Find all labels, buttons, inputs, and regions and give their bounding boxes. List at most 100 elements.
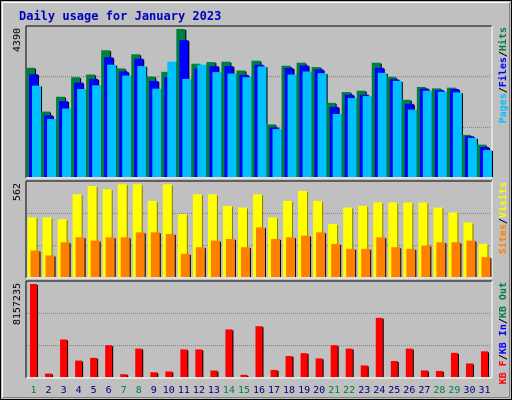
bar-sites-day-6	[105, 237, 115, 277]
x-tick-label-day-22: 22	[343, 385, 355, 396]
bar-kb-f-day-17	[270, 369, 278, 377]
bar-sites-day-5	[90, 240, 100, 277]
bar-visits-day-8	[132, 184, 142, 277]
x-tick-label-day-3: 3	[61, 385, 67, 396]
bar-visits-day-1	[27, 217, 37, 277]
x-tick-label-day-21: 21	[328, 385, 340, 396]
legend-item-kb-in: KB In	[498, 324, 509, 354]
x-tick-label-day-12: 12	[193, 385, 205, 396]
bar-sites-day-15	[240, 247, 250, 277]
x-tick-label-day-31: 31	[478, 385, 490, 396]
legend-item-kb-out: KB Out	[498, 282, 509, 318]
panel-kbytes-scale-max-label: 8157235	[12, 283, 23, 325]
bar-kb-f-day-1	[30, 284, 38, 377]
bar-kb-f-day-30	[465, 363, 473, 377]
bar-visits-day-5	[87, 185, 97, 277]
bar-visits-day-26	[403, 202, 413, 277]
bar-sites-day-21	[331, 243, 341, 277]
bar-visits-day-23	[358, 205, 368, 277]
bar-visits-day-15	[237, 207, 247, 277]
x-tick-label-day-29: 29	[448, 385, 460, 396]
bar-kb-f-day-18	[285, 356, 293, 377]
bar-sites-day-2	[45, 255, 55, 277]
bar-sites-day-4	[75, 237, 85, 277]
bar-visits-day-7	[117, 184, 127, 277]
legend-item-hits: Hits	[497, 27, 509, 51]
bar-visits-day-19	[298, 190, 308, 277]
bar-pages-day-7	[122, 75, 132, 177]
bar-visits-day-25	[388, 202, 398, 277]
x-tick-label-day-20: 20	[313, 385, 325, 396]
bar-pages-day-11	[182, 78, 192, 177]
bar-visits-day-12	[192, 194, 202, 277]
x-tick-label-day-1: 1	[31, 385, 37, 396]
x-tick-label-day-30: 30	[463, 385, 475, 396]
x-tick-label-day-19: 19	[298, 385, 310, 396]
bar-visits-day-10	[162, 184, 172, 277]
bar-sites-day-24	[376, 237, 386, 277]
bar-sites-day-25	[391, 247, 401, 277]
bar-kb-f-day-2	[45, 373, 53, 377]
bar-visits-day-6	[102, 189, 112, 277]
x-tick-label-day-8: 8	[136, 385, 142, 396]
bar-kb-f-day-24	[375, 317, 383, 377]
chart-title: Daily usage for January 2023	[19, 9, 221, 23]
bar-pages-day-30	[467, 137, 477, 177]
bar-visits-day-13	[207, 194, 217, 277]
bar-pages-day-13	[212, 72, 222, 177]
bar-pages-day-2	[47, 119, 57, 177]
panel-hits-files-pages-legend: Pages/Files/Hits	[497, 27, 509, 123]
bar-pages-day-12	[197, 64, 207, 177]
bar-kb-f-day-27	[420, 370, 428, 377]
bar-pages-day-28	[437, 91, 447, 177]
x-tick-label-day-11: 11	[178, 385, 190, 396]
bar-sites-day-19	[301, 235, 311, 277]
bar-sites-day-7	[120, 237, 130, 277]
bar-kb-f-day-11	[180, 349, 188, 377]
bar-pages-day-31	[482, 150, 492, 177]
legend-separator: /	[498, 318, 509, 324]
bar-kb-f-day-8	[135, 348, 143, 377]
panel-visits-sites-scale-max-label: 562	[12, 183, 23, 201]
bar-sites-day-9	[150, 232, 160, 277]
bar-pages-day-29	[452, 92, 462, 177]
bar-pages-day-4	[77, 89, 87, 177]
bar-sites-day-11	[180, 253, 190, 277]
legend-separator: /	[498, 354, 509, 360]
bar-sites-day-8	[135, 232, 145, 277]
bar-sites-day-1	[30, 250, 40, 277]
bar-kb-f-day-12	[195, 349, 203, 377]
bar-pages-day-18	[287, 74, 297, 177]
bar-sites-day-27	[421, 245, 431, 277]
x-tick-label-day-7: 7	[121, 385, 127, 396]
bar-kb-f-day-23	[360, 365, 368, 377]
bar-sites-day-10	[165, 233, 175, 277]
bar-kb-f-day-15	[240, 374, 248, 377]
bar-pages-day-15	[242, 77, 252, 177]
legend-separator: /	[498, 218, 509, 224]
bar-sites-day-23	[361, 248, 371, 277]
bar-kb-f-day-6	[105, 345, 113, 377]
x-tick-label-day-6: 6	[106, 385, 112, 396]
legend-item-pages: Pages	[498, 93, 509, 123]
panel-kbytes-legend: KB F/KB In/KB Out	[498, 282, 509, 384]
bar-kb-f-day-16	[255, 326, 263, 377]
bar-pages-day-25	[392, 80, 402, 177]
bar-kb-f-day-29	[450, 352, 458, 377]
bar-kb-f-day-10	[165, 371, 173, 377]
bar-kb-f-day-5	[90, 357, 98, 377]
bar-pages-day-19	[302, 71, 312, 177]
bar-visits-day-11	[177, 214, 187, 277]
panel-visits-sites-legend: Sites/Visits	[497, 182, 509, 254]
legend-item-files: Files	[497, 57, 509, 87]
bar-sites-day-31	[481, 257, 491, 277]
bar-sites-day-18	[286, 237, 296, 277]
bar-kb-f-day-3	[60, 339, 68, 377]
bar-kb-f-day-26	[405, 348, 413, 377]
bar-kb-f-day-28	[435, 370, 443, 377]
bar-visits-day-2	[42, 217, 52, 277]
x-tick-label-day-17: 17	[268, 385, 280, 396]
panel-hits-files-pages-scale-max-label: 4390	[12, 28, 23, 52]
x-tick-label-day-13: 13	[208, 385, 220, 396]
